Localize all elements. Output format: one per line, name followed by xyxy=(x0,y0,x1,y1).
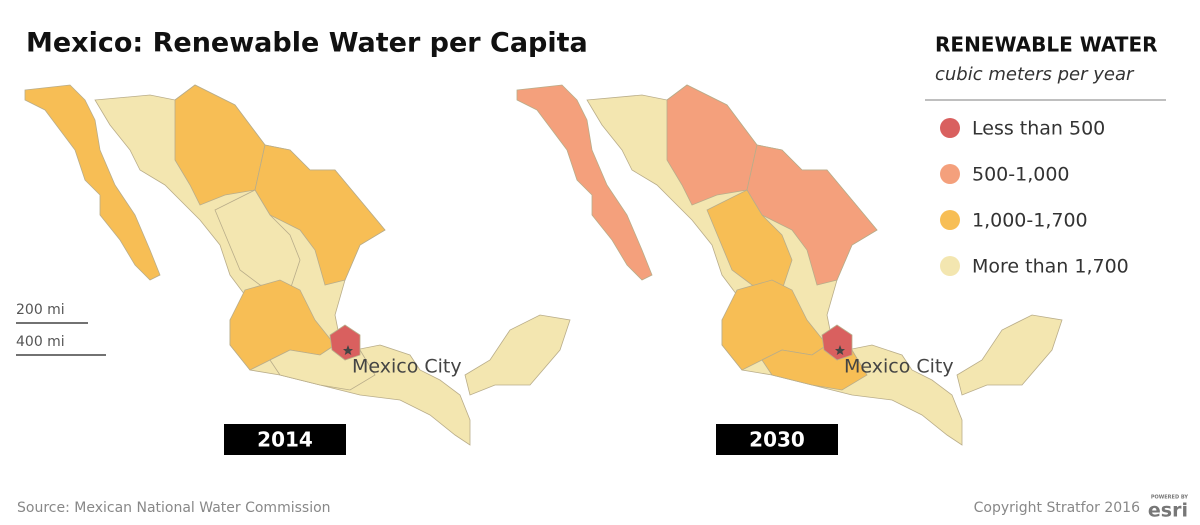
region xyxy=(516,84,653,281)
maps: Mexico City 2014 Mexico City 2030 xyxy=(24,84,1063,455)
copyright: Copyright Stratfor 2016 xyxy=(974,500,1140,516)
logo-top: POWERED BY xyxy=(1151,495,1189,501)
region xyxy=(956,314,1063,396)
legend-swatch xyxy=(940,256,960,276)
city-label: Mexico City xyxy=(844,356,954,378)
year-box xyxy=(224,424,346,455)
region xyxy=(254,144,386,286)
legend: Less than 500 500-1,000 1,000-1,700 More th… xyxy=(940,118,1129,278)
legend-swatch xyxy=(940,118,960,138)
legend-swatch xyxy=(940,210,960,230)
region xyxy=(174,84,266,206)
scale-label: 400 mi xyxy=(16,334,65,350)
logo-name: esri xyxy=(1148,500,1188,522)
region xyxy=(329,324,361,361)
year-label: 2030 xyxy=(749,428,805,452)
region xyxy=(464,314,571,396)
year-label: 2014 xyxy=(257,428,313,452)
title: Mexico: Renewable Water per Capita xyxy=(26,28,588,59)
source: Source: Mexican National Water Commissio… xyxy=(17,500,331,516)
map: Mexico City 2014 xyxy=(24,84,571,455)
region xyxy=(24,84,161,281)
region xyxy=(821,324,853,361)
city-star xyxy=(835,345,845,355)
legend-label: Less than 500 xyxy=(972,118,1105,140)
region xyxy=(706,189,793,291)
legend-subtitle: cubic meters per year xyxy=(935,64,1135,85)
city-label: Mexico City xyxy=(352,356,462,378)
region xyxy=(746,144,878,286)
scale-label: 200 mi xyxy=(16,302,65,318)
legend-title: RENEWABLE WATER xyxy=(935,33,1158,57)
legend-label: More than 1,700 xyxy=(972,256,1129,278)
legend-swatch xyxy=(940,164,960,184)
year-box xyxy=(716,424,838,455)
city-star xyxy=(343,345,353,355)
region xyxy=(214,189,301,291)
region xyxy=(666,84,758,206)
legend-label: 500-1,000 xyxy=(972,164,1070,186)
map: Mexico City 2030 xyxy=(516,84,1063,455)
legend-label: 1,000-1,700 xyxy=(972,210,1088,232)
